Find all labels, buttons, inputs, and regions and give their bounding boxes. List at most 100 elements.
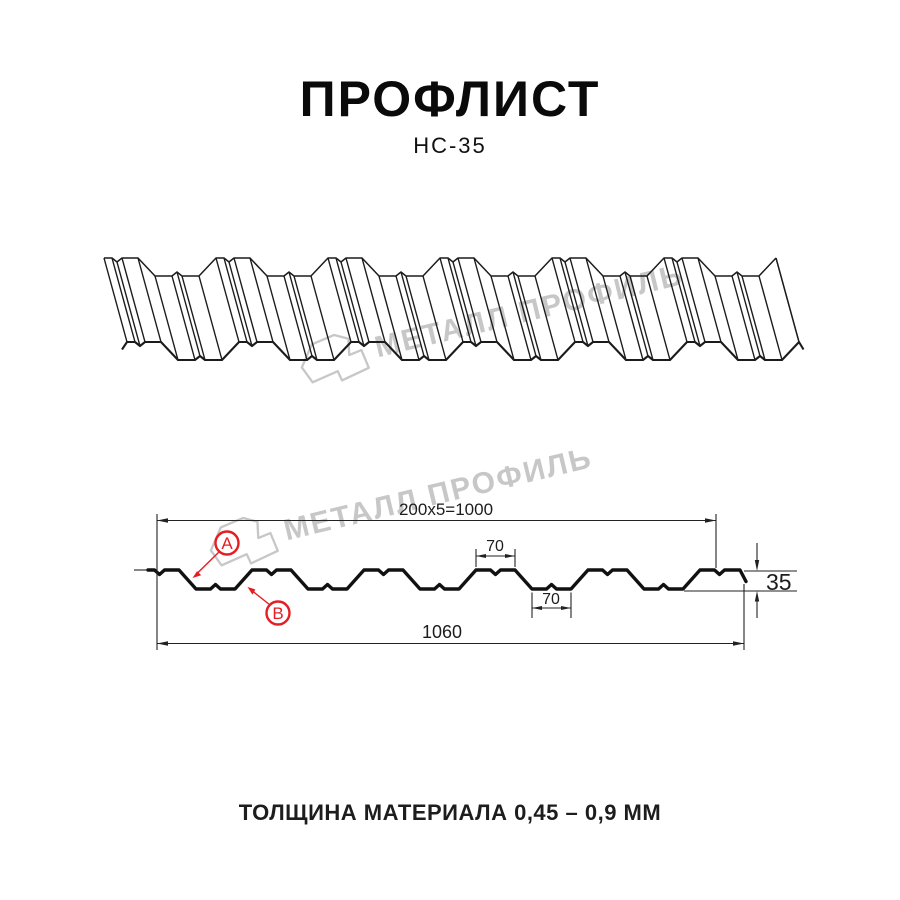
dim-rib-bottom-width: 70 <box>531 591 572 618</box>
callout-a-letter: А <box>221 534 233 553</box>
callout-a-circle <box>214 530 240 556</box>
rib-edge-line <box>512 271 537 357</box>
rib-edge-line <box>569 257 594 343</box>
rib-edge-line <box>137 257 162 343</box>
longitudinal-rib-lines <box>103 257 800 361</box>
rib-edge-line <box>457 257 482 343</box>
profile-outline <box>146 568 748 591</box>
rib-edge-line <box>676 261 701 347</box>
dim-overall-width: 1060 <box>157 584 745 650</box>
rib-edge-line <box>405 275 430 361</box>
rib-edge-line <box>223 257 248 343</box>
arrow-right-icon <box>705 518 716 523</box>
rib-edge-line <box>288 271 313 357</box>
rib-edge-line <box>517 275 542 361</box>
rib-edge-line <box>345 257 370 343</box>
brand-logo-icon <box>209 516 279 567</box>
arrow-left-icon <box>157 518 168 523</box>
callout-a-leader <box>195 550 220 576</box>
material-thickness-note: ТОЛЩИНА МАТЕРИАЛА 0,45 – 0,9 ММ <box>238 800 662 825</box>
sheet-back-edge <box>104 257 777 277</box>
rib-edge-line <box>378 275 403 361</box>
rib-edge-line <box>473 257 498 343</box>
rib-edge-line <box>447 257 472 343</box>
rib-edge-line <box>422 275 447 361</box>
callout-b: В <box>247 587 291 626</box>
rib-edge-line <box>551 257 576 343</box>
callout-b-circle <box>265 600 291 626</box>
dim-label: 70 <box>486 538 504 555</box>
rib-edge-line <box>171 275 196 361</box>
rib-edge-line <box>176 271 201 357</box>
rib-edge-line <box>439 257 464 343</box>
rib-edge-line <box>452 261 477 347</box>
arrowhead-icon <box>247 587 256 595</box>
rib-edge-line <box>215 257 240 343</box>
rib-edge-line <box>335 257 360 343</box>
rib-edge-line <box>758 275 783 361</box>
page-title: ПРОФЛИСТ <box>299 71 601 127</box>
rib-edge-line <box>731 275 756 361</box>
dim-coverage-width: 200x5=1000 <box>156 500 717 650</box>
rib-edge-line <box>534 275 559 361</box>
rib-edge-line <box>400 271 425 357</box>
arrow-left-icon <box>157 641 168 646</box>
arrow-right-icon <box>561 606 571 610</box>
watermark-upper: МЕТАЛЛ ПРОФИЛЬ <box>300 258 687 384</box>
arrow-right-icon <box>733 641 744 646</box>
rib-edge-line <box>310 275 335 361</box>
dim-label: 200x5=1000 <box>399 500 493 519</box>
rib-edge-line <box>181 275 206 361</box>
rib-edge-line <box>671 257 696 343</box>
rib-edge-line <box>198 275 223 361</box>
rib-edge-line <box>121 257 146 343</box>
callout-b-letter: В <box>272 604 283 623</box>
brand-logo-icon <box>300 333 370 384</box>
rib-edge-line <box>361 257 386 343</box>
rib-edge-line <box>116 261 141 347</box>
rib-edge-line <box>681 257 706 343</box>
rib-edge-line <box>585 257 610 343</box>
dim-label: 35 <box>766 569 792 595</box>
rib-edge-line <box>775 257 800 343</box>
arrow-left-icon <box>476 554 486 558</box>
sheet-3d-view <box>103 257 805 362</box>
rib-edge-line <box>736 271 761 357</box>
rib-edge-line <box>249 257 274 343</box>
rib-edge-line <box>111 257 136 343</box>
rib-edge-line <box>327 257 352 343</box>
rib-edge-line <box>266 275 291 361</box>
arrow-down-icon <box>754 560 760 571</box>
arrow-right-icon <box>505 554 515 558</box>
arrowhead-icon <box>192 571 202 578</box>
brand-watermark-text: МЕТАЛЛ ПРОФИЛЬ <box>281 441 596 547</box>
rib-edge-line <box>233 257 258 343</box>
rib-edge-line <box>283 275 308 361</box>
rib-edge-line <box>714 275 739 361</box>
rib-edge-line <box>490 275 515 361</box>
rib-edge-line <box>507 275 532 361</box>
rib-edge-line <box>629 275 654 361</box>
rib-edge-line <box>602 275 627 361</box>
rib-edge-line <box>646 275 671 361</box>
rib-edge-line <box>559 257 584 343</box>
arrow-left-icon <box>532 606 542 610</box>
rib-edge-line <box>228 261 253 347</box>
rib-edge-line <box>619 275 644 361</box>
rib-edge-line <box>340 261 365 347</box>
dim-label: 70 <box>542 591 560 608</box>
dim-rib-top-width: 70 <box>475 538 516 567</box>
dim-profile-height: 35 <box>684 543 797 618</box>
rib-edge-line <box>564 261 589 347</box>
rib-edge-line <box>103 257 128 343</box>
rib-edge-line <box>293 275 318 361</box>
arrow-up-icon <box>754 591 760 602</box>
profile-model: НС-35 <box>413 133 487 158</box>
dim-label: 1060 <box>422 622 462 642</box>
callout-a: А <box>192 530 240 578</box>
rib-edge-line <box>395 275 420 361</box>
sheet-front-edge <box>121 340 805 362</box>
rib-edge-line <box>697 257 722 343</box>
